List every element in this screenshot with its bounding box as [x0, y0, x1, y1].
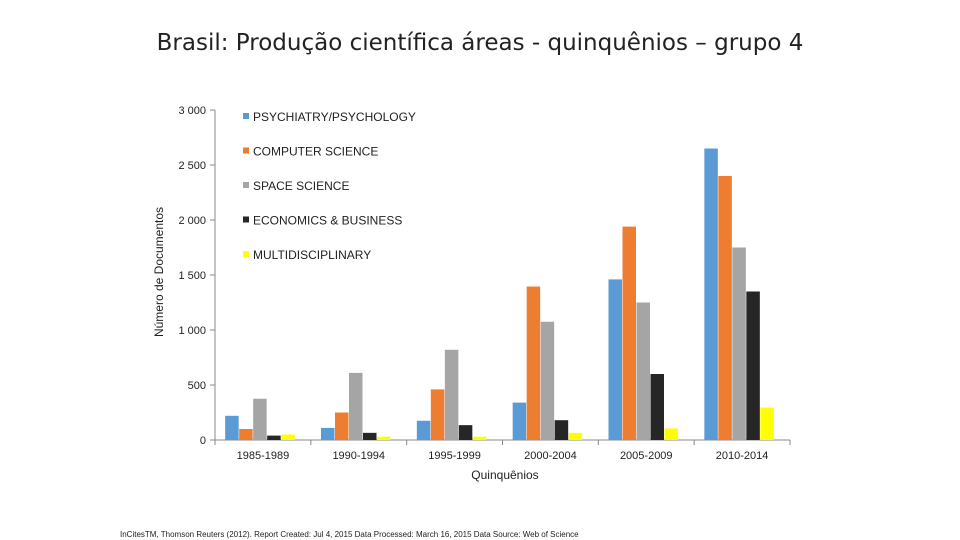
y-tick-label: 1 500 — [178, 270, 206, 282]
y-tick-label: 2 000 — [178, 215, 206, 227]
plot-area: 0 500 1 000 1 500 2 000 2 500 3 000 1985-1989 19… — [178, 105, 791, 462]
bar-space-science-1985-1989 — [253, 398, 267, 440]
bar-computer-science-2010-2014 — [718, 176, 732, 440]
legend-label: ECONOMICS & BUSINESS — [253, 214, 402, 228]
legend-label: COMPUTER SCIENCE — [253, 145, 378, 159]
bar-psychiatry-psychology-2005-2009 — [608, 279, 622, 440]
bar-computer-science-2005-2009 — [622, 226, 636, 440]
bar-psychiatry-psychology-1990-1994 — [321, 427, 335, 440]
y-tick-label: 0 — [200, 435, 206, 447]
legend-label: SPACE SCIENCE — [253, 179, 349, 193]
bar-multidisciplinary-1995-1999 — [472, 436, 487, 440]
bar-multidisciplinary-2010-2014 — [760, 407, 774, 440]
bar-psychiatry-psychology-1995-1999 — [416, 420, 431, 440]
x-tick-label: 2000-2004 — [524, 450, 577, 462]
legend-swatch — [243, 113, 249, 119]
bar-computer-science-1990-1994 — [335, 412, 349, 440]
bar-space-science-1995-1999 — [444, 349, 459, 440]
legend-swatch — [243, 251, 249, 257]
x-tick-label: 1990-1994 — [332, 450, 385, 462]
bar-space-science-1990-1994 — [349, 372, 363, 440]
bar-economics-business-2010-2014 — [746, 291, 760, 440]
y-tick-label: 500 — [188, 380, 206, 392]
bar-economics-business-1985-1989 — [267, 435, 281, 440]
bar-multidisciplinary-2000-2004 — [568, 432, 583, 440]
bar-computer-science-1985-1989 — [239, 429, 253, 440]
bar-psychiatry-psychology-1985-1989 — [225, 415, 239, 440]
x-tick-label: 2005-2009 — [620, 450, 673, 462]
bar-economics-business-1995-1999 — [458, 425, 473, 440]
legend-swatch — [243, 216, 249, 223]
y-axis-title: Número de Documentos — [152, 207, 166, 337]
bar-computer-science-2000-2004 — [526, 286, 541, 440]
legend-label: PSYCHIATRY/PSYCHOLOGY — [253, 110, 416, 124]
x-axis-title: Quinquênios — [471, 468, 538, 482]
bar-multidisciplinary-1990-1994 — [377, 436, 391, 440]
bar-economics-business-1990-1994 — [363, 432, 377, 440]
y-tick-label: 1 000 — [178, 325, 206, 337]
legend-label: MULTIDISCIPLINARY — [253, 248, 371, 262]
bar-computer-science-1995-1999 — [430, 389, 445, 440]
legend-swatch — [243, 147, 249, 154]
bar-psychiatry-psychology-2000-2004 — [512, 402, 527, 440]
x-tick-label: 1995-1999 — [428, 450, 481, 462]
bar-multidisciplinary-2005-2009 — [664, 428, 678, 440]
legend-swatch — [243, 182, 249, 188]
bar-psychiatry-psychology-2010-2014 — [704, 148, 718, 440]
source-footnote: InCitesTM, Thomson Reuters (2012). Repor… — [120, 530, 579, 539]
x-tick-label: 2010-2014 — [716, 450, 769, 462]
bar-economics-business-2000-2004 — [554, 420, 569, 440]
y-tick-label: 3 000 — [178, 105, 206, 117]
bar-space-science-2000-2004 — [540, 321, 555, 440]
slide-title: Brasil: Produção científica áreas - quin… — [156, 30, 804, 56]
y-tick-label: 2 500 — [178, 160, 206, 172]
x-tick-label: 1985-1989 — [237, 450, 290, 462]
bar-economics-business-2005-2009 — [650, 374, 664, 440]
bar-multidisciplinary-1985-1989 — [281, 434, 295, 440]
bar-space-science-2010-2014 — [732, 247, 746, 440]
bar-space-science-2005-2009 — [636, 302, 650, 440]
